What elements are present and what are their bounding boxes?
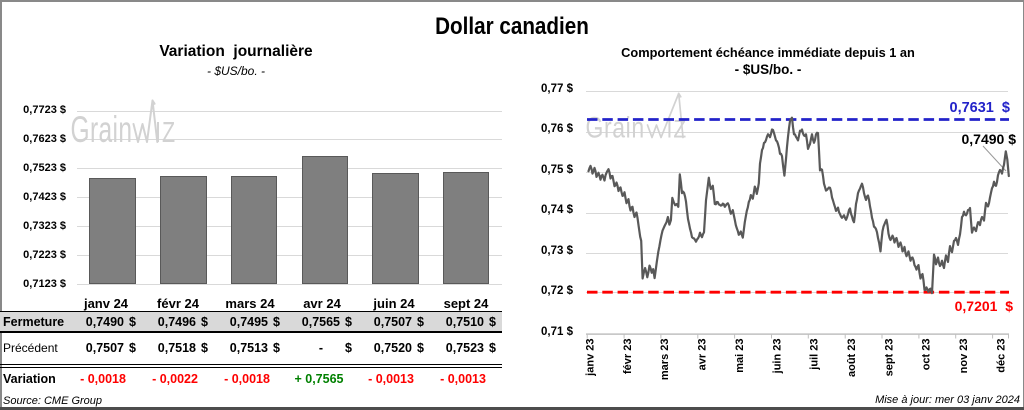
svg-text:Grain: Grain <box>71 109 133 150</box>
svg-text:nov 23: nov 23 <box>958 339 970 374</box>
svg-text:avr 23: avr 23 <box>697 339 709 371</box>
svg-text:mai 23: mai 23 <box>734 339 746 373</box>
svg-text:déc 23: déc 23 <box>996 339 1008 373</box>
svg-text:sept 23: sept 23 <box>883 339 895 377</box>
svg-text:juil 23: juil 23 <box>809 339 821 371</box>
svg-text:août 23: août 23 <box>846 339 858 378</box>
svg-text:mars 23: mars 23 <box>659 339 671 381</box>
svg-text:Grain: Grain <box>586 111 645 145</box>
svg-text:oct 23: oct 23 <box>921 339 933 371</box>
svg-text:juin 23: juin 23 <box>771 339 783 375</box>
svg-text:IZ: IZ <box>155 117 176 149</box>
svg-text:févr 23: févr 23 <box>622 339 634 374</box>
svg-text:janv 23: janv 23 <box>585 339 597 377</box>
